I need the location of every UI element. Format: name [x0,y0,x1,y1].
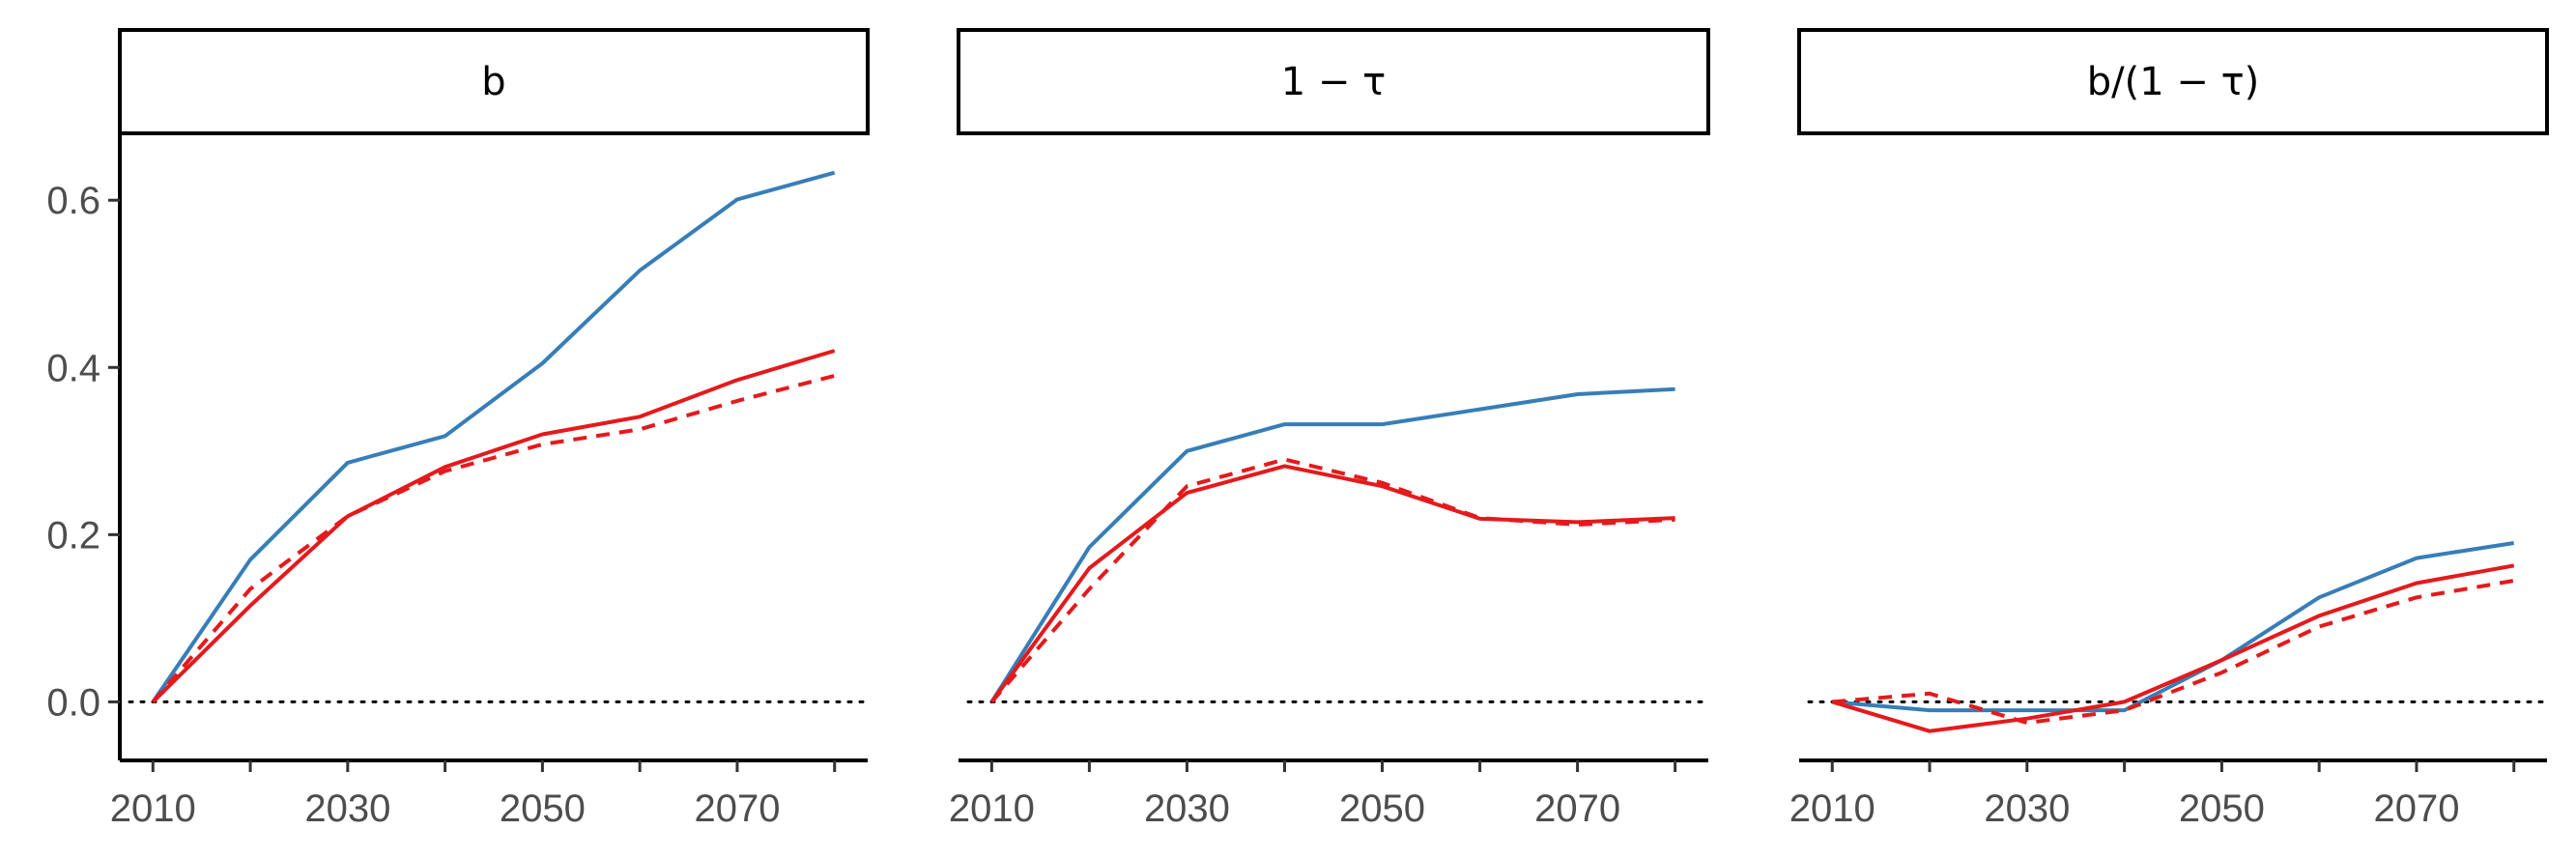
series-line-dashed [1832,579,2515,726]
x-tick-label: 2050 [1339,787,1425,830]
series-line-dashed [151,373,836,703]
x-tick-label: 2010 [110,787,196,830]
y-tick-label: 0.6 [46,180,100,222]
series-line [151,170,836,703]
x-tick-label: 2030 [1144,787,1230,830]
strip-box [1797,28,2549,135]
series-line [989,464,1675,703]
panel-title: 1 − τ [1281,60,1386,104]
y-tick-label: 0.4 [46,347,100,389]
series-line-dashed [989,457,1675,703]
panel-b: b [118,28,870,135]
strip-box [957,28,1710,135]
panel-one-minus-tau: 1 − τ [957,28,1710,135]
panel-title: b [481,60,505,104]
x-tick-label: 2010 [949,787,1035,830]
plot-layer: 2010 2030 2050 2070 0.0 0.2 0.4 0.6 2010 2030 2050… [46,133,2547,830]
panel-title: b/(1 − τ) [2087,60,2260,104]
x-tick-label: 2070 [694,787,780,830]
series-line [1831,563,2515,733]
x-tick-label: 2030 [1984,787,2070,830]
x-tick-label: 2070 [1534,787,1620,830]
series-line [151,349,836,703]
series-line [1832,541,2515,713]
x-tick-label: 2030 [304,787,390,830]
x-tick-label: 2010 [1789,787,1875,830]
series-line [989,386,1675,703]
x-tick-label: 2050 [500,787,586,830]
x-tick-label: 2070 [2373,787,2459,830]
panel-b-over-one-minus-tau: b/(1 − τ) [1797,28,2549,135]
x-tick-label: 2050 [2179,787,2265,830]
y-tick-label: 0.0 [46,681,100,724]
strip-box [118,28,870,135]
y-tick-label: 0.2 [46,514,100,557]
